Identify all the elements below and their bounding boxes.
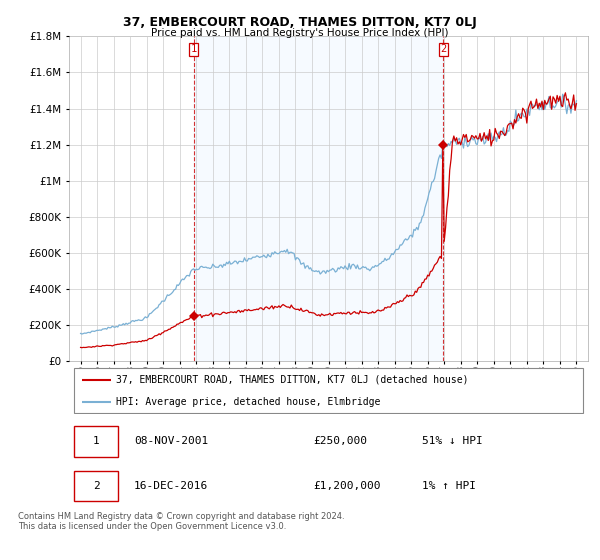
Text: 37, EMBERCOURT ROAD, THAMES DITTON, KT7 0LJ: 37, EMBERCOURT ROAD, THAMES DITTON, KT7 …: [123, 16, 477, 29]
FancyBboxPatch shape: [74, 471, 118, 501]
Text: £250,000: £250,000: [313, 436, 367, 446]
Text: 37, EMBERCOURT ROAD, THAMES DITTON, KT7 0LJ (detached house): 37, EMBERCOURT ROAD, THAMES DITTON, KT7 …: [116, 375, 468, 385]
Text: HPI: Average price, detached house, Elmbridge: HPI: Average price, detached house, Elmb…: [116, 396, 380, 407]
FancyBboxPatch shape: [74, 426, 118, 456]
FancyBboxPatch shape: [74, 368, 583, 413]
Text: Contains HM Land Registry data © Crown copyright and database right 2024.
This d: Contains HM Land Registry data © Crown c…: [18, 512, 344, 531]
Text: Price paid vs. HM Land Registry's House Price Index (HPI): Price paid vs. HM Land Registry's House …: [151, 28, 449, 38]
Text: 51% ↓ HPI: 51% ↓ HPI: [422, 436, 482, 446]
Text: 1% ↑ HPI: 1% ↑ HPI: [422, 481, 476, 491]
Text: 16-DEC-2016: 16-DEC-2016: [134, 481, 208, 491]
Text: 1: 1: [191, 44, 197, 54]
Text: 08-NOV-2001: 08-NOV-2001: [134, 436, 208, 446]
Bar: [194, 36, 443, 361]
Text: 1: 1: [93, 436, 100, 446]
Text: 2: 2: [440, 44, 446, 54]
Text: £1,200,000: £1,200,000: [313, 481, 380, 491]
Text: 2: 2: [93, 481, 100, 491]
